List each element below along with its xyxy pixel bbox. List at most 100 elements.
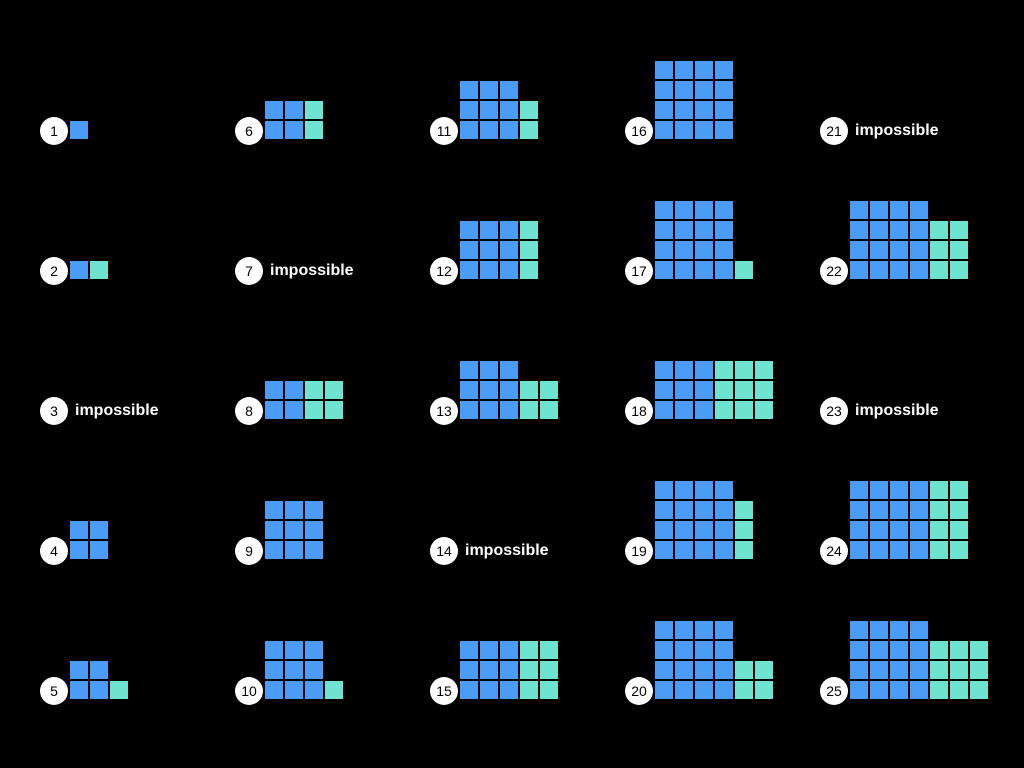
unit-square [460, 81, 478, 99]
unit-square [715, 541, 733, 559]
unit-square [715, 121, 733, 139]
unit-square [540, 381, 558, 399]
unit-square [305, 541, 323, 559]
unit-square [930, 661, 948, 679]
unit-square [695, 541, 713, 559]
unit-square [910, 201, 928, 219]
unit-square [930, 221, 948, 239]
unit-square [285, 401, 303, 419]
unit-square [265, 501, 283, 519]
number-badge: 22 [820, 257, 848, 285]
unit-square [480, 261, 498, 279]
unit-square [500, 681, 518, 699]
unit-square [500, 121, 518, 139]
unit-square [655, 541, 673, 559]
unit-square [970, 641, 988, 659]
unit-square [285, 121, 303, 139]
unit-square [890, 541, 908, 559]
unit-square [735, 261, 753, 279]
unit-square [890, 641, 908, 659]
unit-square [735, 541, 753, 559]
unit-square [265, 541, 283, 559]
unit-square [950, 241, 968, 259]
unit-square [890, 681, 908, 699]
unit-square [715, 201, 733, 219]
unit-square [910, 621, 928, 639]
unit-square [285, 661, 303, 679]
unit-square [695, 121, 713, 139]
unit-square [520, 401, 538, 419]
unit-square [910, 481, 928, 499]
unit-square [265, 101, 283, 119]
unit-square [500, 261, 518, 279]
number-badge: 18 [625, 397, 653, 425]
unit-square [930, 541, 948, 559]
unit-square [70, 541, 88, 559]
unit-square [910, 241, 928, 259]
unit-square [755, 661, 773, 679]
unit-square [870, 501, 888, 519]
unit-square [870, 641, 888, 659]
unit-square [850, 221, 868, 239]
unit-square [695, 221, 713, 239]
unit-square [890, 501, 908, 519]
impossible-label: impossible [270, 262, 354, 279]
unit-square [265, 401, 283, 419]
unit-square [850, 641, 868, 659]
unit-square [265, 681, 283, 699]
unit-square [480, 681, 498, 699]
unit-square [695, 201, 713, 219]
unit-square [540, 681, 558, 699]
number-badge: 5 [40, 677, 68, 705]
unit-square [695, 521, 713, 539]
unit-square [675, 241, 693, 259]
unit-square [460, 401, 478, 419]
unit-square [285, 641, 303, 659]
unit-square [870, 481, 888, 499]
unit-square [735, 501, 753, 519]
number-badge: 10 [235, 677, 263, 705]
unit-square [950, 661, 968, 679]
unit-square [890, 481, 908, 499]
number-badge: 6 [235, 117, 263, 145]
unit-square [890, 621, 908, 639]
unit-square [675, 61, 693, 79]
unit-square [460, 641, 478, 659]
unit-square [675, 361, 693, 379]
unit-square [910, 501, 928, 519]
unit-square [675, 621, 693, 639]
unit-square [520, 381, 538, 399]
unit-square [735, 381, 753, 399]
unit-square [870, 681, 888, 699]
unit-square [500, 641, 518, 659]
unit-square [695, 621, 713, 639]
unit-square [870, 621, 888, 639]
unit-square [675, 261, 693, 279]
unit-square [500, 381, 518, 399]
unit-square [715, 661, 733, 679]
unit-square [970, 681, 988, 699]
unit-square [90, 541, 108, 559]
unit-square [265, 661, 283, 679]
unit-square [70, 521, 88, 539]
unit-square [695, 401, 713, 419]
unit-square [305, 681, 323, 699]
unit-square [90, 261, 108, 279]
unit-square [480, 641, 498, 659]
number-badge: 20 [625, 677, 653, 705]
unit-square [480, 221, 498, 239]
unit-square [870, 201, 888, 219]
unit-square [870, 661, 888, 679]
unit-square [305, 381, 323, 399]
unit-square [930, 241, 948, 259]
unit-square [305, 401, 323, 419]
unit-square [890, 241, 908, 259]
number-badge: 1 [40, 117, 68, 145]
unit-square [850, 201, 868, 219]
unit-square [715, 381, 733, 399]
unit-square [655, 221, 673, 239]
number-badge: 16 [625, 117, 653, 145]
unit-square [715, 221, 733, 239]
unit-square [480, 101, 498, 119]
unit-square [890, 521, 908, 539]
